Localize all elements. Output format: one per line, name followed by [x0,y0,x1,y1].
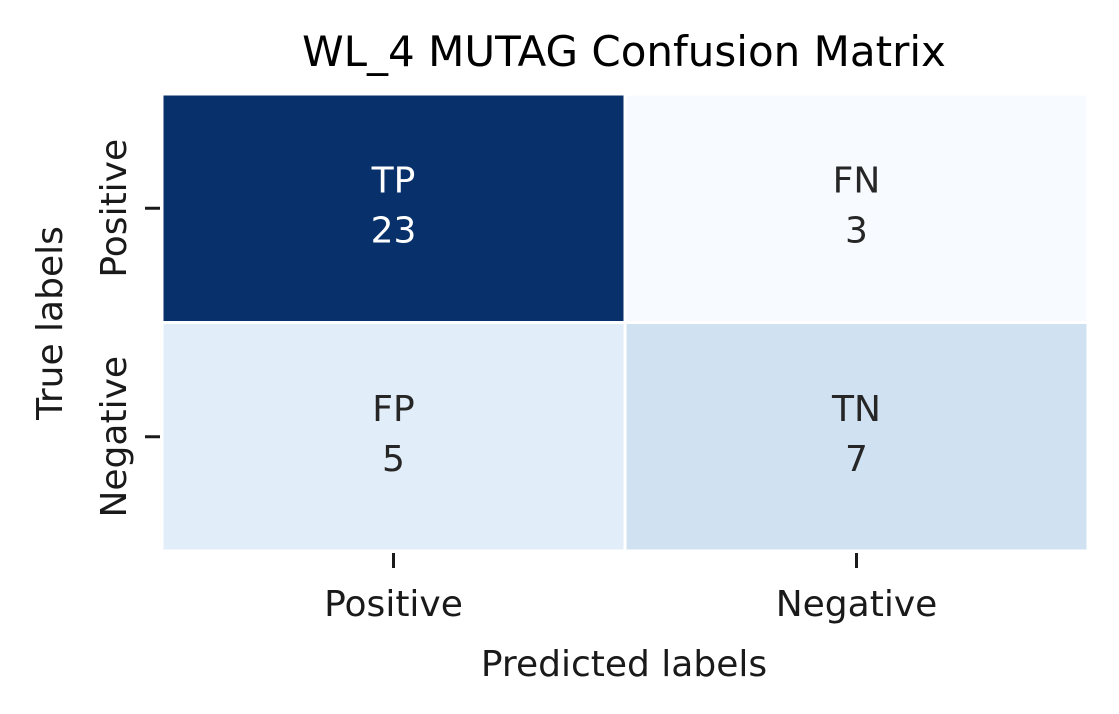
x-tick-label-positive: Positive [324,584,463,625]
cell-label-fp: FP [372,389,414,430]
cell-label-tn: TN [831,389,881,430]
heatmap-cell-tp [160,92,627,324]
heatmap-cells: TP 23 FN 3 FP 5 TN 7 [160,92,1090,553]
y-axis-label: True labels [30,226,71,421]
chart-title: WL_4 MUTAG Confusion Matrix [302,27,946,76]
cell-label-tp: TP [371,160,416,201]
heatmap-cell-tn [623,321,1090,553]
heatmap-cell-fp [160,321,627,553]
cell-label-fn: FN [833,160,881,201]
y-tick-label-positive: Positive [94,139,135,278]
cell-value-fp: 5 [382,439,405,480]
cell-value-fn: 3 [845,210,868,251]
x-axis-label: Predicted labels [481,644,767,685]
y-tick-label-negative: Negative [94,356,135,518]
x-tick-label-negative: Negative [776,584,938,625]
heatmap-cell-fn [623,92,1090,324]
cell-value-tp: 23 [371,210,417,251]
cell-value-tn: 7 [845,439,868,480]
axis-ticks: Positive Negative Positive Negative [94,139,937,625]
